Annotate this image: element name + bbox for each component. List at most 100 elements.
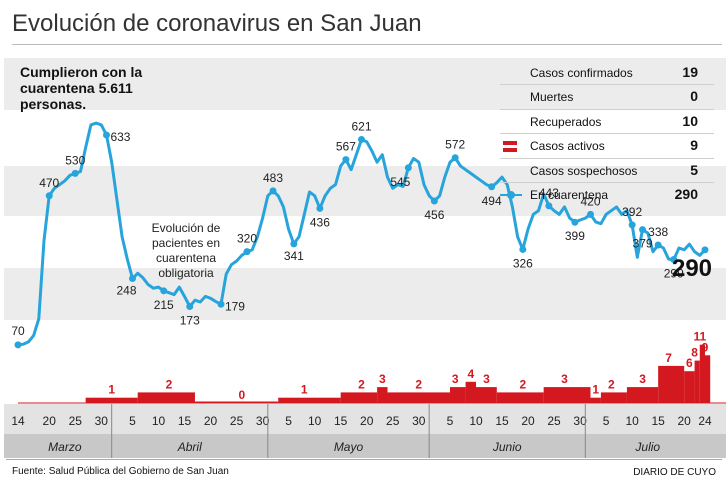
active-cases-step — [600, 392, 627, 403]
active-cases-step — [194, 401, 279, 403]
quarantine-value-label: 320 — [237, 232, 257, 246]
band-upper — [4, 166, 726, 216]
quarantine-point — [571, 218, 579, 226]
quarantine-point — [404, 164, 412, 172]
quarantine-point — [670, 256, 678, 264]
active-cases-label: 11 — [693, 330, 706, 344]
quarantine-value-label: 341 — [284, 249, 304, 263]
quarantine-value-label: 470 — [39, 176, 59, 190]
x-tick-label: 15 — [651, 414, 665, 428]
quarantine-point — [430, 197, 438, 205]
note-line-1: Cumplieron con la — [20, 64, 143, 80]
quarantine-value-label: 338 — [648, 225, 668, 239]
x-tick-label: 25 — [230, 414, 244, 428]
stat-row-muertes: Muertes 0 — [500, 85, 714, 110]
x-tick-label: 20 — [521, 414, 535, 428]
x-tick-label: 10 — [308, 414, 322, 428]
active-cases-step — [626, 387, 659, 403]
footer-divider — [6, 459, 722, 460]
quarantine-legend-icon — [500, 190, 522, 199]
x-tick-label: 5 — [603, 414, 610, 428]
active-cases-label: 4 — [467, 367, 474, 381]
active-cases-step — [449, 387, 466, 403]
quarantine-value-label: 299 — [664, 267, 684, 281]
active-cases-step — [543, 387, 591, 403]
quarantine-point — [160, 287, 168, 295]
x-tick-label: 5 — [447, 414, 454, 428]
x-tick-label: 20 — [43, 414, 57, 428]
x-tick-label: 5 — [285, 414, 292, 428]
active-cases-label: 0 — [238, 388, 245, 402]
quarantine-point — [488, 183, 496, 191]
stat-row-cuarentena: En cuarentena 290 — [500, 183, 714, 207]
quarantine-value-label: 248 — [116, 284, 136, 298]
x-tick-label: 24 — [698, 414, 712, 428]
active-cases-step — [699, 344, 705, 403]
stat-label: Recuperados — [530, 114, 602, 129]
active-cases-step — [476, 387, 497, 403]
chart-annotation: cuarentena — [156, 251, 216, 265]
active-cases-label: 2 — [415, 377, 422, 391]
active-cases-step — [684, 371, 695, 403]
stat-row-confirmados: Casos confirmados 19 — [500, 61, 714, 86]
quarantine-value-label: 173 — [180, 313, 200, 327]
quarantine-value-label: 70 — [11, 324, 25, 338]
active-cases-step — [387, 392, 450, 403]
quarantine-value-label: 443 — [539, 186, 559, 200]
quarantine-point — [628, 221, 636, 229]
x-tick-label: 30 — [256, 414, 270, 428]
active-cases-label: 1 — [108, 383, 115, 397]
quarantine-value-label: 215 — [154, 298, 174, 312]
chart-annotation: obligatoria — [158, 266, 214, 280]
quarantine-value-label: 326 — [513, 256, 533, 270]
quarantine-point — [701, 246, 709, 254]
quarantine-point — [654, 241, 662, 249]
stat-value: 290 — [674, 185, 698, 202]
x-tick-label: 30 — [412, 414, 426, 428]
x-tick-label: 15 — [178, 414, 192, 428]
active-cases-label: 1 — [592, 383, 599, 397]
active-cases-legend-icon — [503, 141, 517, 153]
quarantine-value-label: 420 — [580, 194, 600, 208]
stat-label: Casos sospechosos — [530, 163, 638, 178]
x-tick-label: 5 — [129, 414, 136, 428]
quarantine-value-label: 567 — [336, 140, 356, 154]
date-axis-row — [4, 404, 726, 434]
note-line-2: cuarentena 5.611 — [20, 80, 133, 96]
quarantine-point — [14, 341, 22, 349]
month-label: Marzo — [48, 440, 82, 454]
active-cases-step — [278, 397, 341, 403]
band-lower — [4, 268, 726, 320]
x-tick-label: 20 — [360, 414, 374, 428]
active-cases-label: 1 — [301, 383, 308, 397]
x-tick-label: 10 — [469, 414, 483, 428]
active-cases-step — [85, 397, 138, 403]
quarantine-value-label: 530 — [65, 153, 85, 167]
stats-table: Casos confirmados 19 Muertes 0 Recuperad… — [500, 61, 714, 207]
stat-row-sospechosos: Casos sospechosos 5 — [500, 159, 714, 183]
active-cases-step — [465, 381, 476, 403]
active-cases-label: 9 — [702, 340, 709, 354]
quarantine-value-label: 494 — [482, 194, 502, 208]
note-line-3: personas. — [20, 96, 87, 112]
quarantine-point — [102, 131, 110, 139]
active-cases-step — [658, 365, 685, 403]
x-tick-label: 25 — [69, 414, 83, 428]
x-tick-label: 30 — [95, 414, 109, 428]
active-cases-step — [705, 355, 711, 403]
quarantine-point — [545, 202, 553, 210]
chart-annotation: pacientes en — [152, 236, 220, 250]
active-cases-label: 3 — [452, 372, 459, 386]
quarantine-value-label: 633 — [110, 130, 130, 144]
active-cases-step — [694, 360, 700, 403]
chart: 1 20 1 2 3 2 3 4 3 2 31 2 37 681197047053063324821517… — [4, 58, 726, 458]
active-cases-step — [496, 392, 544, 403]
quarantine-note: Cumplieron con la cuarentena 5.611 perso… — [20, 64, 142, 112]
active-cases-label: 6 — [686, 356, 693, 370]
x-tick-label: 30 — [573, 414, 587, 428]
x-tick-label: 15 — [334, 414, 348, 428]
quarantine-value-label: 392 — [622, 205, 642, 219]
stat-row-activos: Casos activos 9 — [500, 134, 714, 159]
active-cases-label: 7 — [665, 351, 672, 365]
latest-quarantine-label: 290 — [672, 255, 712, 282]
